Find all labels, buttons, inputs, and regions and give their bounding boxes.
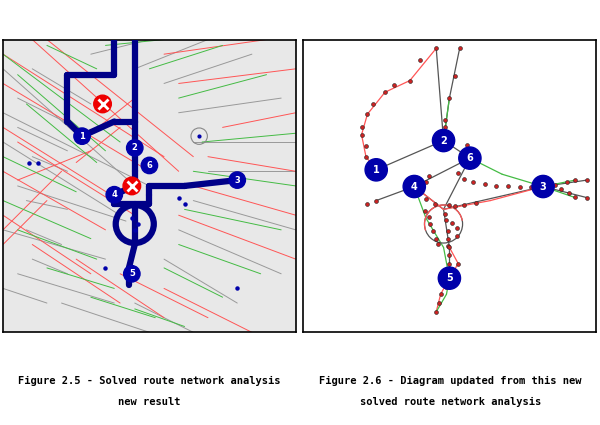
Text: 4: 4: [112, 190, 117, 199]
Text: 5: 5: [129, 269, 135, 278]
Circle shape: [127, 140, 143, 156]
Circle shape: [403, 176, 425, 198]
Text: new result: new result: [118, 397, 181, 408]
Text: 4: 4: [411, 181, 418, 192]
Text: 5: 5: [446, 273, 453, 283]
Circle shape: [106, 187, 122, 203]
Text: 3: 3: [540, 181, 547, 192]
Circle shape: [94, 95, 112, 113]
Text: Figure 2.5 - Solved route network analysis: Figure 2.5 - Solved route network analys…: [18, 376, 281, 386]
Text: 1: 1: [373, 165, 380, 175]
Circle shape: [123, 177, 140, 195]
Circle shape: [532, 176, 554, 198]
Circle shape: [229, 172, 245, 188]
Text: 6: 6: [467, 153, 473, 163]
Text: 1: 1: [79, 132, 85, 141]
Circle shape: [438, 267, 461, 289]
Text: 3: 3: [235, 176, 240, 184]
Text: 2: 2: [132, 143, 137, 153]
Circle shape: [433, 130, 455, 152]
Circle shape: [124, 266, 140, 282]
Circle shape: [141, 157, 158, 174]
Circle shape: [459, 147, 481, 169]
Text: solved route network analysis: solved route network analysis: [360, 397, 541, 408]
Text: Figure 2.6 - Diagram updated from this new: Figure 2.6 - Diagram updated from this n…: [319, 376, 582, 386]
Text: 6: 6: [146, 161, 152, 170]
Circle shape: [365, 159, 388, 181]
Circle shape: [74, 128, 90, 144]
Text: 2: 2: [440, 136, 447, 145]
